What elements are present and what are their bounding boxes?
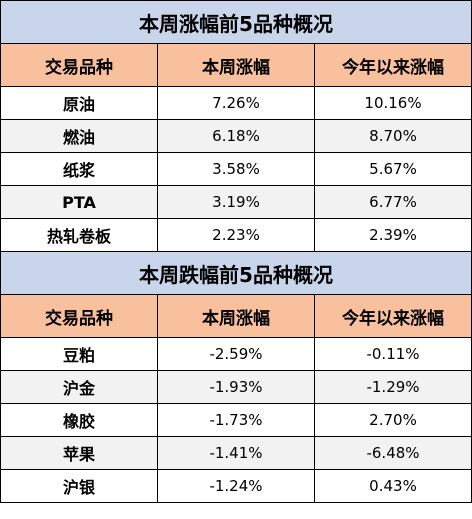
ytd-change: 5.67%: [313, 152, 472, 186]
weekly-change: -1.93%: [157, 370, 315, 404]
table-row: 豆粕 -2.59% -0.11%: [0, 337, 472, 371]
header-ytd-change: 今年以来涨幅: [313, 294, 472, 338]
table-row: PTA 3.19% 6.77%: [0, 185, 472, 219]
gainers-title-row: 本周涨幅前5品种概况: [0, 0, 472, 44]
product-name: 苹果: [0, 436, 158, 470]
weekly-change: 3.19%: [157, 185, 315, 219]
product-name: 沪金: [0, 370, 158, 404]
product-name: 豆粕: [0, 337, 158, 371]
header-weekly-change: 本周涨幅: [157, 43, 315, 87]
weekly-change: 7.26%: [157, 86, 315, 120]
header-ytd-change: 今年以来涨幅: [313, 43, 472, 87]
header-product: 交易品种: [0, 294, 158, 338]
table-row: 橡胶 -1.73% 2.70%: [0, 403, 472, 437]
table-row: 纸浆 3.58% 5.67%: [0, 152, 472, 186]
futures-summary: 本周涨幅前5品种概况 交易品种 本周涨幅 今年以来涨幅 原油 7.26% 10.…: [0, 0, 472, 503]
ytd-change: 6.77%: [313, 185, 472, 219]
summary-table: 本周涨幅前5品种概况 交易品种 本周涨幅 今年以来涨幅 原油 7.26% 10.…: [0, 0, 472, 503]
header-weekly-change: 本周涨幅: [157, 294, 315, 338]
losers-title-row: 本周跌幅前5品种概况: [0, 251, 472, 295]
ytd-change: -0.11%: [313, 337, 472, 371]
ytd-change: -1.29%: [313, 370, 472, 404]
product-name: 沪银: [0, 469, 158, 503]
table-row: 热轧卷板 2.23% 2.39%: [0, 218, 472, 252]
gainers-header-row: 交易品种 本周涨幅 今年以来涨幅: [0, 43, 472, 87]
ytd-change: 10.16%: [313, 86, 472, 120]
product-name: PTA: [0, 185, 158, 219]
ytd-change: 0.43%: [313, 469, 472, 503]
table-row: 原油 7.26% 10.16%: [0, 86, 472, 120]
product-name: 原油: [0, 86, 158, 120]
gainers-title: 本周涨幅前5品种概况: [0, 0, 472, 44]
weekly-change: 6.18%: [157, 119, 315, 153]
ytd-change: -6.48%: [313, 436, 472, 470]
weekly-change: -1.41%: [157, 436, 315, 470]
weekly-change: -2.59%: [157, 337, 315, 371]
ytd-change: 2.39%: [313, 218, 472, 252]
ytd-change: 2.70%: [313, 403, 472, 437]
weekly-change: 2.23%: [157, 218, 315, 252]
product-name: 橡胶: [0, 403, 158, 437]
ytd-change: 8.70%: [313, 119, 472, 153]
table-row: 沪金 -1.93% -1.29%: [0, 370, 472, 404]
weekly-change: -1.24%: [157, 469, 315, 503]
table-row: 沪银 -1.24% 0.43%: [0, 469, 472, 503]
weekly-change: -1.73%: [157, 403, 315, 437]
header-product: 交易品种: [0, 43, 158, 87]
product-name: 纸浆: [0, 152, 158, 186]
losers-header-row: 交易品种 本周涨幅 今年以来涨幅: [0, 294, 472, 338]
table-row: 苹果 -1.41% -6.48%: [0, 436, 472, 470]
table-row: 燃油 6.18% 8.70%: [0, 119, 472, 153]
losers-title: 本周跌幅前5品种概况: [0, 251, 472, 295]
product-name: 热轧卷板: [0, 218, 158, 252]
product-name: 燃油: [0, 119, 158, 153]
weekly-change: 3.58%: [157, 152, 315, 186]
